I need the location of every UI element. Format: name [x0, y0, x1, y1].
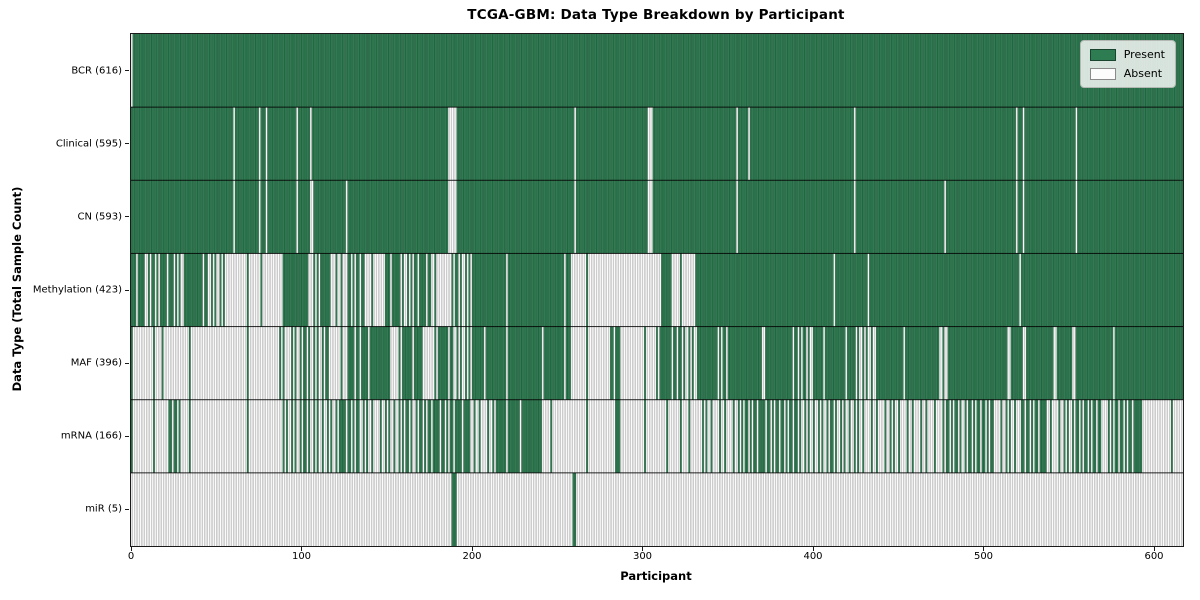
- y-tick-label-Clinical: Clinical (595): [55, 138, 122, 150]
- present-swatch-icon: [1089, 48, 1116, 61]
- heatmap-canvas: [131, 34, 1183, 546]
- chart-title: TCGA-GBM: Data Type Breakdown by Partici…: [467, 7, 845, 23]
- y-tick-mark: [125, 289, 129, 291]
- y-tick-mark: [125, 216, 129, 218]
- y-tick-mark: [125, 508, 129, 510]
- x-axis-title: Participant: [620, 569, 692, 583]
- x-tick-mark: [1153, 547, 1155, 551]
- x-tick-label-100: 100: [291, 551, 312, 562]
- y-tick-mark: [125, 70, 129, 72]
- y-tick-mark: [125, 435, 129, 437]
- absent-swatch-icon: [1089, 67, 1116, 80]
- y-tick-label-MAF: MAF (396): [70, 357, 122, 369]
- legend-entry-absent: Absent: [1089, 67, 1165, 80]
- x-tick-label-300: 300: [632, 551, 653, 562]
- legend-entry-present: Present: [1089, 48, 1165, 61]
- x-tick-label-400: 400: [803, 551, 823, 562]
- plot-area: Present Absent: [130, 33, 1184, 547]
- x-tick-mark: [130, 547, 132, 551]
- x-tick-mark: [642, 547, 643, 551]
- x-tick-mark: [983, 547, 984, 551]
- legend-label-present: Present: [1123, 48, 1165, 61]
- x-tick-mark: [301, 547, 302, 551]
- y-tick-label-BCR: BCR (616): [71, 65, 122, 77]
- y-tick-label-miR: miR (5): [85, 503, 122, 515]
- y-tick-mark: [125, 143, 129, 145]
- x-tick-label-600: 600: [1144, 551, 1164, 562]
- y-tick-mark: [125, 362, 129, 364]
- x-tick-label-500: 500: [973, 551, 994, 562]
- y-tick-label-mRNA: mRNA (166): [60, 430, 122, 442]
- x-tick-mark: [471, 547, 473, 551]
- legend-label-absent: Absent: [1123, 67, 1163, 80]
- x-tick-label-0: 0: [127, 551, 135, 562]
- x-tick-label-200: 200: [462, 551, 482, 562]
- legend: Present Absent: [1079, 40, 1176, 88]
- y-tick-label-CN: CN (593): [77, 211, 122, 223]
- x-tick-mark: [812, 547, 814, 551]
- y-tick-label-Methylation: Methylation (423): [32, 284, 122, 296]
